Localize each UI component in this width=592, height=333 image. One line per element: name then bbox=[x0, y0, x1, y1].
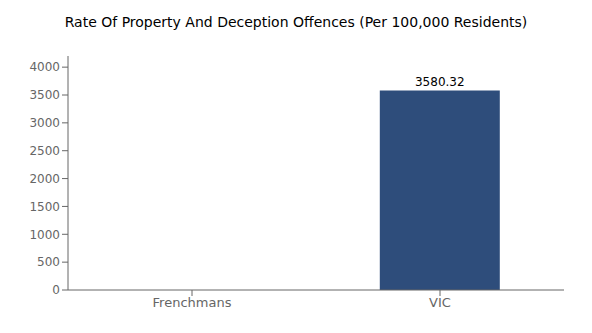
svg-text:1000: 1000 bbox=[29, 228, 60, 242]
svg-text:2000: 2000 bbox=[29, 172, 60, 186]
svg-text:500: 500 bbox=[37, 255, 60, 269]
svg-text:2500: 2500 bbox=[29, 144, 60, 158]
svg-text:3500: 3500 bbox=[29, 88, 60, 102]
html-text:Rate Of Property And Deception: Rate Of Property And Deception Offences … bbox=[64, 14, 528, 30]
svg-text:3580.32: 3580.32 bbox=[415, 75, 465, 89]
svg-text:VIC: VIC bbox=[429, 295, 451, 310]
svg-text:Frenchmans: Frenchmans bbox=[153, 295, 232, 310]
svg-text:1500: 1500 bbox=[29, 200, 60, 214]
svg-text:3000: 3000 bbox=[29, 116, 60, 130]
svg-text:0: 0 bbox=[52, 283, 60, 297]
svg-text:4000: 4000 bbox=[29, 60, 60, 74]
